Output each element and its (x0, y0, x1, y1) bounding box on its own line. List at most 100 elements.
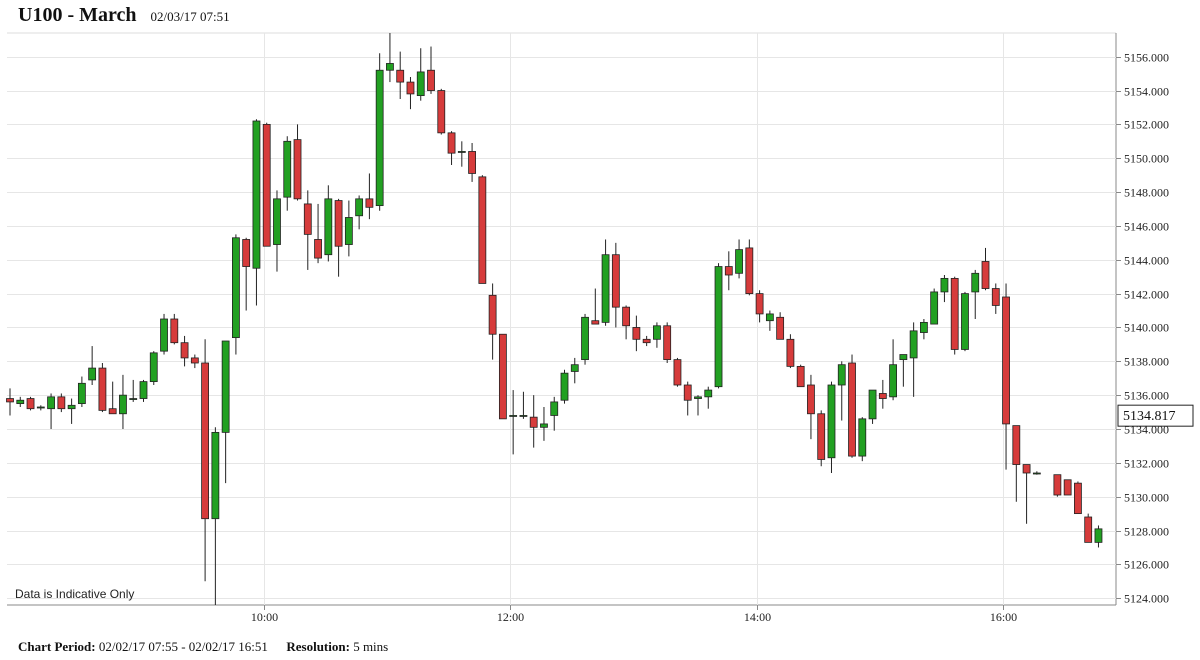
current-price-marker: 5134.817 (1117, 404, 1194, 427)
candle (365, 173, 374, 220)
candle-body (940, 277, 949, 293)
candle-body (1053, 474, 1062, 496)
candle (1022, 464, 1031, 524)
candle (293, 124, 302, 201)
y-tick-label: 5126.000 (1124, 558, 1169, 572)
candle (221, 340, 230, 484)
candle-body (427, 69, 435, 91)
candle (683, 381, 692, 416)
candle (119, 374, 127, 429)
candle (837, 361, 846, 421)
candle-body (119, 394, 127, 415)
x-tick-label: 14:00 (744, 610, 771, 624)
candle-body (1094, 528, 1103, 543)
candle-series (6, 33, 1103, 605)
candle-body (601, 254, 610, 323)
candle-body (581, 316, 589, 361)
candle-body (88, 367, 97, 381)
y-tick-label: 5142.000 (1124, 288, 1169, 302)
candle (930, 288, 939, 325)
candle (817, 410, 826, 467)
candle (611, 242, 620, 328)
candle (663, 322, 672, 363)
chart-timestamp: 02/03/17 07:51 (150, 9, 230, 24)
candle-body (262, 123, 271, 247)
candle (1012, 425, 1021, 502)
candle-body (1032, 472, 1041, 475)
candle-body (991, 288, 1000, 306)
candle-body (540, 423, 548, 428)
candle-body (560, 372, 569, 401)
candle-body (273, 198, 281, 245)
candle-body (550, 401, 559, 416)
candle (180, 335, 189, 367)
candle (47, 393, 55, 429)
candle-body (375, 69, 384, 207)
candle-body (663, 325, 672, 361)
candle-body (180, 342, 189, 359)
candle-body (848, 362, 856, 457)
candle-body (232, 237, 240, 339)
candle (375, 53, 384, 211)
candle-body (981, 261, 990, 289)
candle-body (1002, 296, 1010, 425)
candle-body (899, 354, 908, 361)
y-tick-label: 5128.000 (1124, 525, 1169, 539)
candle-body (817, 413, 826, 460)
candle (509, 390, 518, 455)
candle-body (355, 198, 364, 217)
indicative-note: Data is Indicative Only (15, 587, 134, 601)
candle (807, 374, 815, 440)
candle-body (16, 399, 25, 405)
candle-body (242, 239, 251, 267)
x-tick-label: 12:00 (497, 610, 524, 624)
candle (796, 364, 805, 388)
candle (36, 405, 45, 411)
candle-body (221, 340, 230, 433)
candle-body (457, 151, 466, 153)
candle-body (930, 291, 939, 325)
chart-footer: Chart Period: 02/02/17 07:55 - 02/02/17 … (18, 639, 388, 655)
candle-body (139, 381, 148, 399)
candle (160, 313, 168, 355)
y-tick-label: 5146.000 (1124, 220, 1169, 234)
candle (540, 407, 548, 441)
candle (550, 396, 559, 431)
y-tick-label: 5148.000 (1124, 186, 1169, 200)
candle (961, 291, 969, 352)
y-tick-label: 5144.000 (1124, 254, 1169, 268)
candle (591, 288, 600, 325)
candle-body (837, 364, 846, 386)
candle (283, 136, 292, 211)
candle (252, 119, 261, 306)
candle-body (735, 249, 743, 274)
candle-body (252, 120, 261, 269)
candle-body (129, 398, 138, 400)
candle (950, 276, 959, 355)
candle-body (77, 382, 86, 405)
candle-body (878, 393, 887, 399)
candle-body (1012, 425, 1021, 465)
candle (170, 313, 179, 345)
candle-body (796, 365, 805, 388)
candle-body (632, 327, 641, 340)
candle (1074, 481, 1082, 515)
candle-body (765, 313, 774, 322)
candle-body (509, 415, 518, 417)
candle (704, 386, 713, 409)
resolution-label: Resolution: (286, 639, 350, 654)
candle-body (745, 247, 754, 295)
candle (98, 363, 107, 413)
chart-header: U100 - March 02/03/17 07:51 (18, 4, 230, 32)
time-axis: 10:00 12:00 14:00 16:00 (251, 605, 1017, 624)
candle (303, 190, 312, 270)
candle (940, 275, 949, 303)
candle (858, 417, 867, 462)
candle-body (642, 338, 651, 344)
candlestick-chart[interactable]: 5124.000 5126.000 5128.000 5130.000 5132.000… (0, 0, 1200, 636)
candle (848, 354, 856, 458)
candle-body (786, 338, 795, 367)
candle-body (961, 293, 969, 350)
candle (478, 175, 487, 284)
candle (919, 319, 928, 340)
